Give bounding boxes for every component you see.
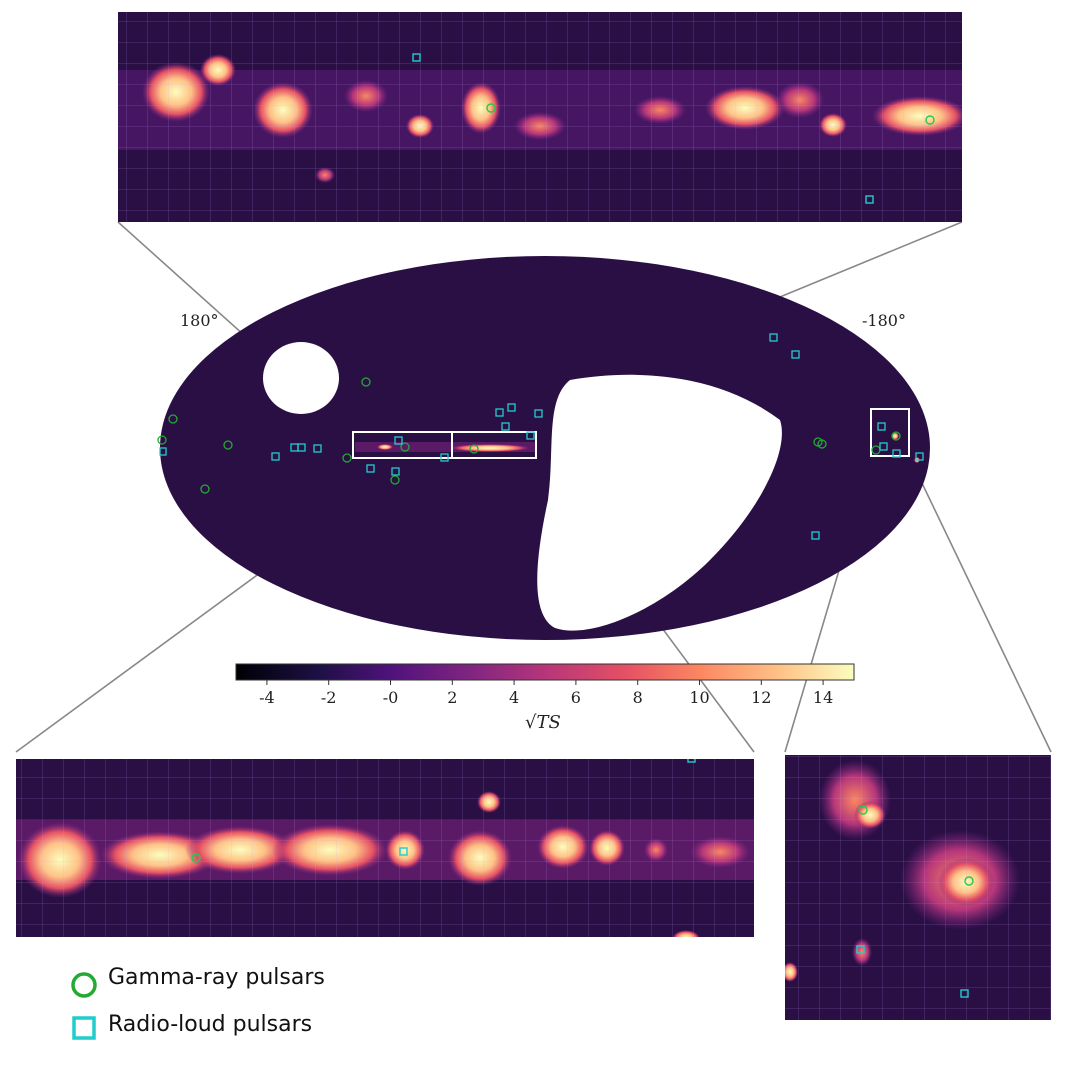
zoom-box-right <box>870 408 910 457</box>
colorbar-tick-label: -2 <box>321 688 337 707</box>
colorbar-tick-label: 8 <box>633 688 643 707</box>
legend-gamma-marker <box>71 972 97 998</box>
radio-pulsar-marker <box>412 53 421 62</box>
zoom-box-center <box>451 431 537 459</box>
colorbar-tick-label: 6 <box>571 688 581 707</box>
radio-pulsar-marker <box>865 195 874 204</box>
colorbar-tick-label: 2 <box>447 688 457 707</box>
radio-pulsar-marker <box>960 989 969 998</box>
radio-pulsar-marker <box>399 847 408 856</box>
radio-pulsar-markers <box>159 333 924 540</box>
all-sky-map <box>157 256 930 640</box>
legend-radio-label: Radio-loud pulsars <box>108 1012 313 1037</box>
radio-pulsar-marker <box>856 945 865 954</box>
colorbar-ticks: -4 -2 -0 2 4 6 8 10 12 14 <box>259 680 833 707</box>
gamma-pulsar-marker <box>191 853 201 863</box>
colorbar-label: √TS <box>525 712 561 733</box>
legend-gamma-label: Gamma-ray pulsars <box>108 965 325 990</box>
colorbar: -4 -2 -0 2 4 6 8 10 12 14 <box>235 663 855 707</box>
top-inset <box>118 12 962 222</box>
gamma-pulsar-marker <box>858 805 868 815</box>
colorbar-tick-label: -0 <box>383 688 399 707</box>
colorbar-tick-label: -4 <box>259 688 275 707</box>
colorbar-gradient <box>235 663 855 681</box>
gamma-pulsar-marker <box>964 876 974 886</box>
gamma-pulsar-markers <box>157 377 901 494</box>
longitude-label-left: 180° <box>180 311 219 330</box>
longitude-label-right: -180° <box>862 311 906 330</box>
colorbar-tick-label: 10 <box>689 688 709 707</box>
colorbar-tick-label: 4 <box>509 688 519 707</box>
gamma-pulsar-marker <box>925 115 935 125</box>
colorbar-tick-label: 12 <box>751 688 771 707</box>
bottom-left-inset <box>16 759 754 937</box>
legend-radio-marker <box>72 1016 96 1040</box>
radio-pulsar-marker <box>687 759 696 763</box>
bottom-right-inset <box>785 755 1051 1020</box>
colorbar-tick-label: 14 <box>813 688 833 707</box>
gamma-pulsar-marker <box>486 103 496 113</box>
